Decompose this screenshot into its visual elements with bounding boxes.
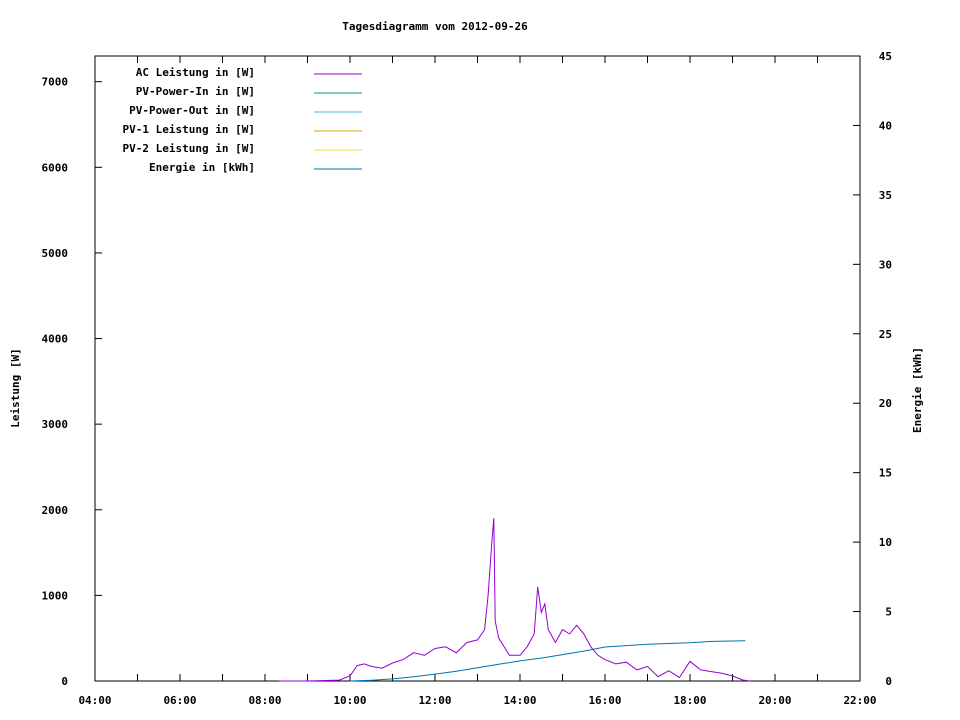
y2-tick-label: 0 [885, 675, 892, 688]
y2-tick-label: 15 [879, 467, 892, 480]
legend-label: PV-1 Leistung in [W] [123, 123, 255, 136]
axis-ticks: 04:00 06:00 08:00 10:00 12:00 14:00 16:00 18:00… [42, 50, 893, 707]
x-tick-label: 22:00 [843, 694, 876, 707]
x-tick-label: 14:00 [503, 694, 536, 707]
x-tick-label: 06:00 [163, 694, 196, 707]
chart-title: Tagesdiagramm vom 2012-09-26 [342, 20, 528, 33]
legend-label: PV-2 Leistung in [W] [123, 142, 255, 155]
series-line-5 [349, 640, 746, 682]
y-axis-label: Leistung [W] [9, 348, 22, 427]
legend-label: PV-Power-In in [W] [136, 85, 255, 98]
y-tick-label: 5000 [42, 247, 69, 260]
x-tick-label: 08:00 [248, 694, 281, 707]
legend-label: PV-Power-Out in [W] [129, 104, 255, 117]
y-tick-label: 6000 [42, 161, 69, 174]
y-tick-label: 0 [61, 675, 68, 688]
legend-label: Energie in [kWh] [149, 161, 255, 174]
y2-axis-label: Energie [kWh] [911, 347, 924, 433]
y2-tick-label: 30 [879, 258, 892, 271]
y2-tick-label: 35 [879, 189, 892, 202]
x-tick-label: 04:00 [78, 694, 111, 707]
legend: AC Leistung in [W] PV-Power-In in [W] PV-P… [123, 66, 362, 174]
y-tick-label: 1000 [42, 589, 69, 602]
y2-tick-label: 25 [879, 328, 892, 341]
y-tick-label: 3000 [42, 418, 69, 431]
y2-tick-label: 40 [879, 119, 892, 132]
y2-tick-label: 10 [879, 536, 892, 549]
x-tick-label: 18:00 [673, 694, 706, 707]
legend-label: AC Leistung in [W] [136, 66, 255, 79]
y-tick-label: 4000 [42, 333, 69, 346]
series-line-0 [279, 518, 751, 682]
y2-tick-label: 45 [879, 50, 892, 63]
x-tick-label: 16:00 [588, 694, 621, 707]
x-tick-label: 10:00 [333, 694, 366, 707]
y-tick-label: 2000 [42, 504, 69, 517]
y-tick-label: 7000 [42, 76, 69, 89]
x-tick-label: 20:00 [758, 694, 791, 707]
series-lines [279, 518, 751, 682]
y2-tick-label: 20 [879, 397, 892, 410]
x-tick-label: 12:00 [418, 694, 451, 707]
y2-tick-label: 5 [885, 606, 892, 619]
